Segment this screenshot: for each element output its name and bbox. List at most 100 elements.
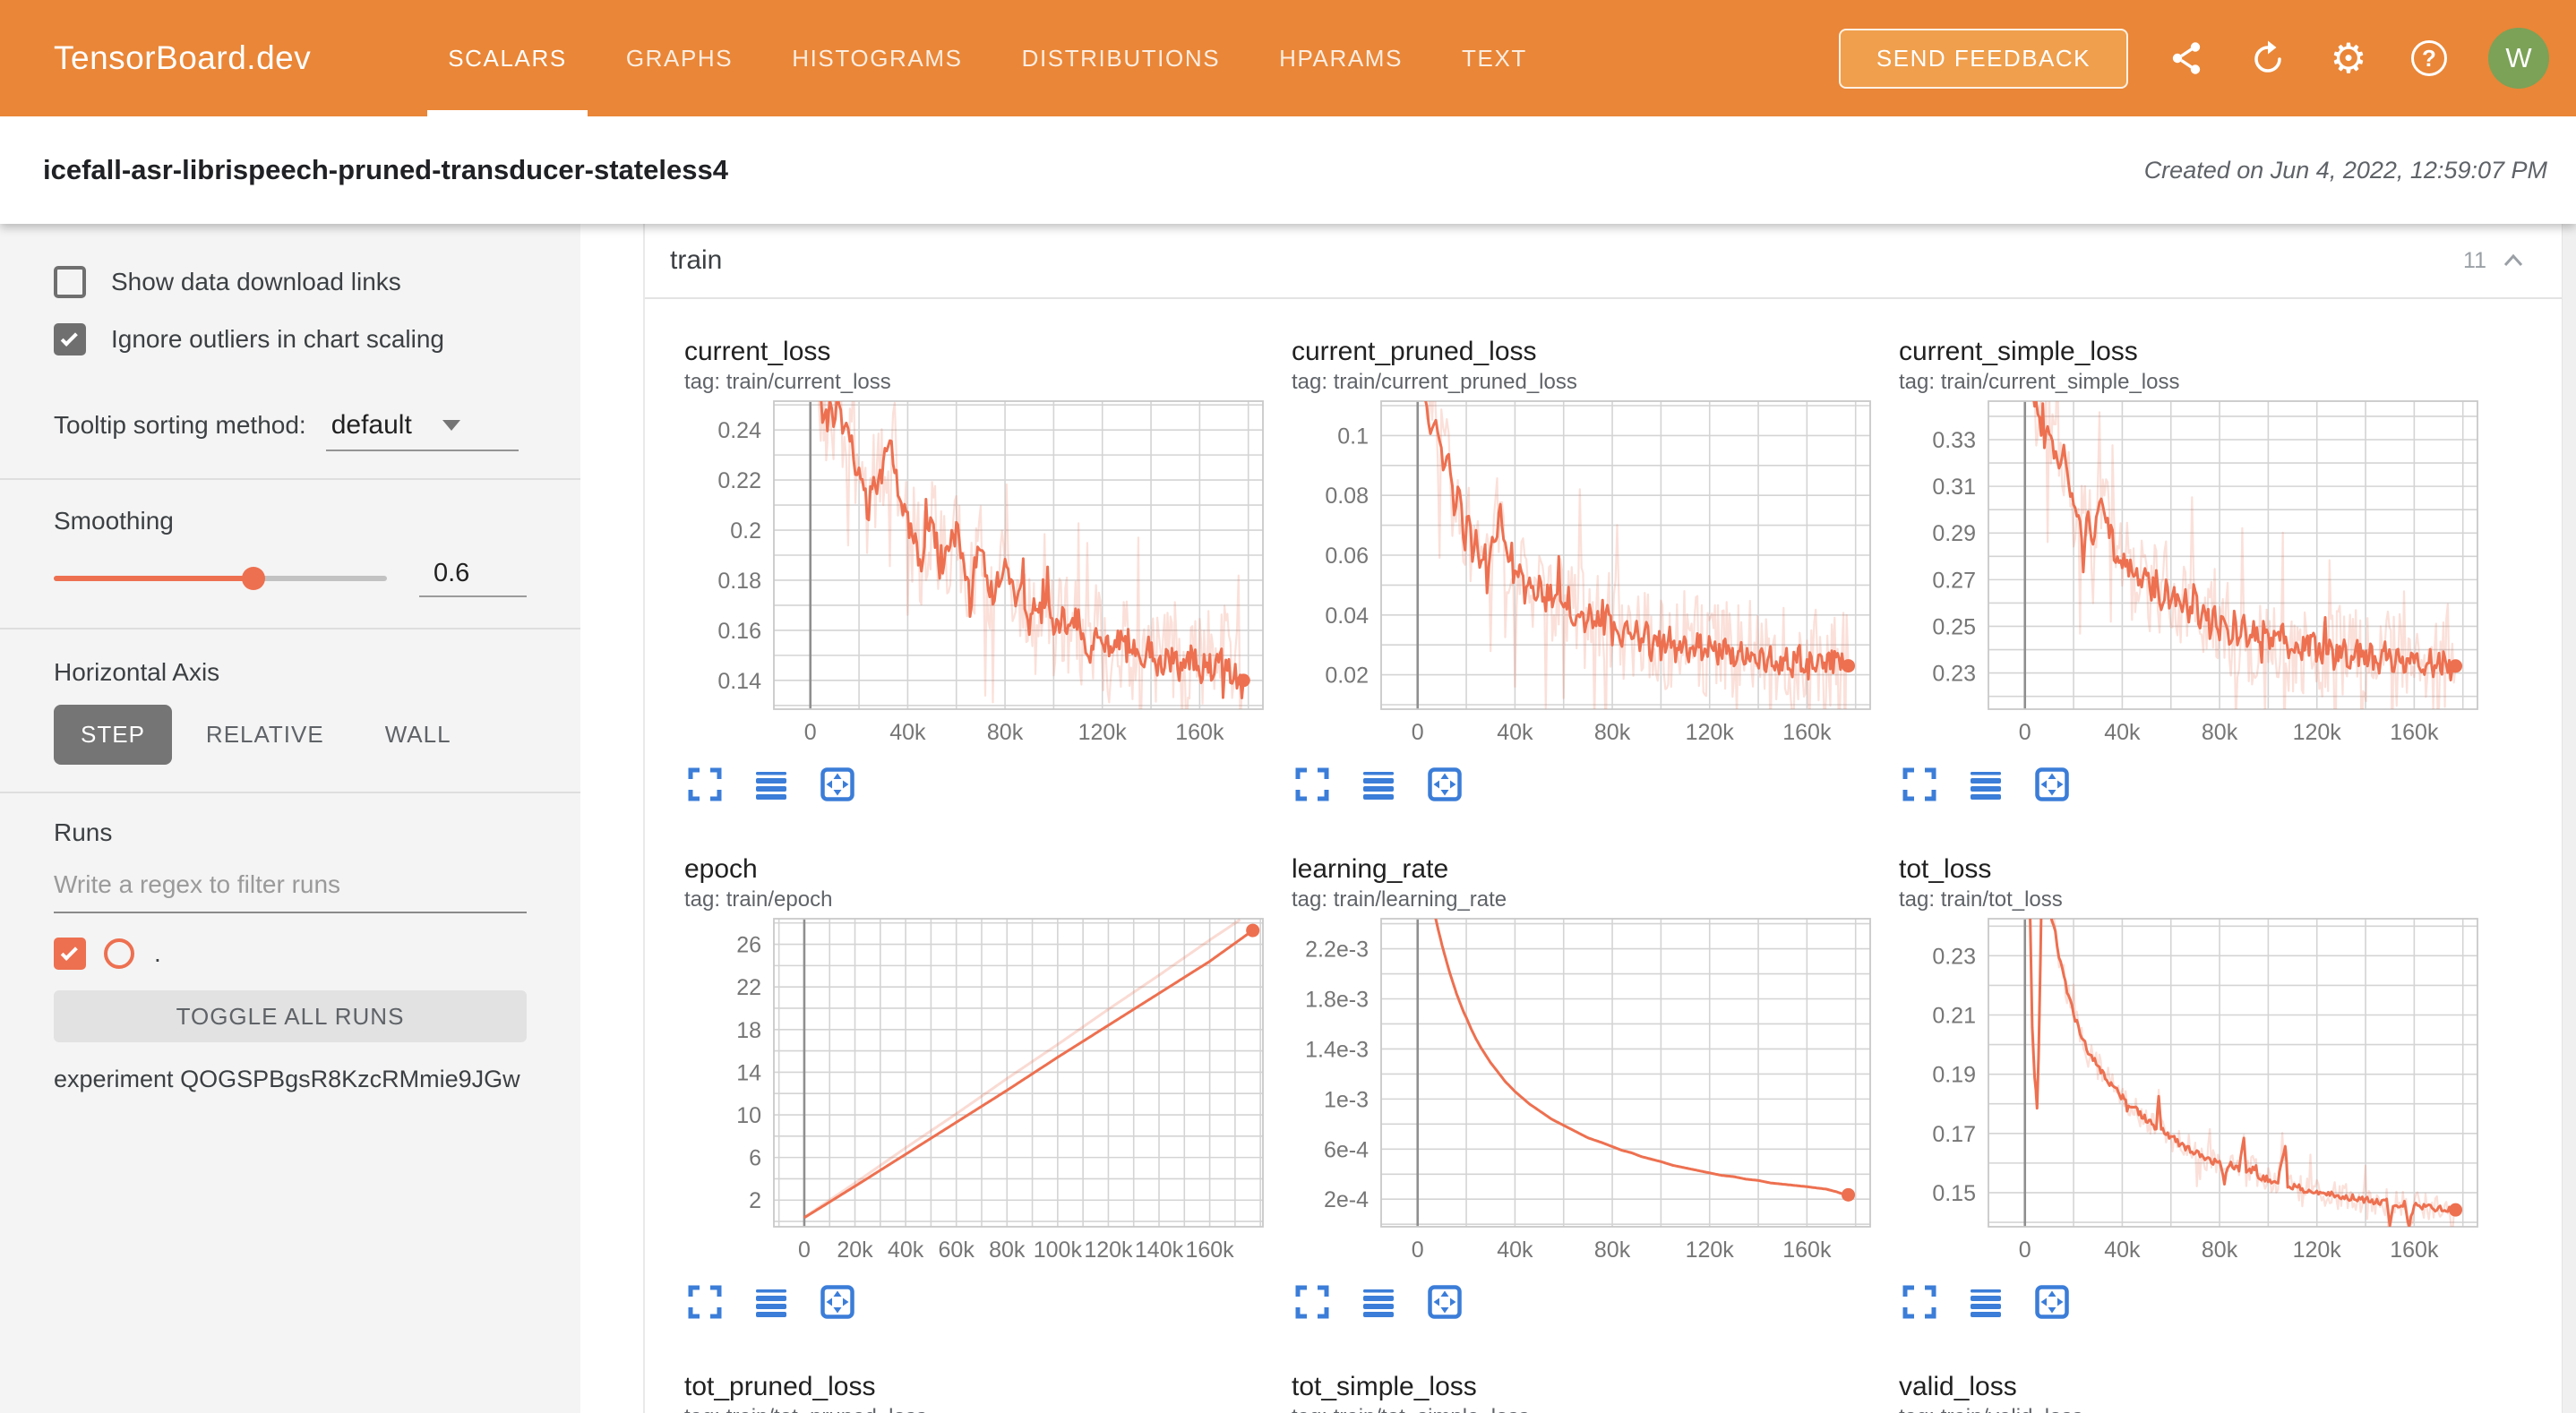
svg-text:22: 22 [736,975,761,1000]
share-icon[interactable] [2166,37,2209,80]
data-table-icon[interactable] [751,764,792,805]
chart-tag: tag: train/valid_loss [1899,1404,2483,1413]
refresh-icon[interactable] [2246,37,2289,80]
tab-histograms[interactable]: HISTOGRAMS [792,44,963,72]
settings-gear-icon[interactable]: ⚙ [2330,34,2367,82]
fit-domain-icon[interactable] [817,764,858,805]
fullscreen-icon[interactable] [1292,764,1333,805]
svg-text:20k: 20k [837,1237,873,1263]
chart-actions [1899,1280,2483,1323]
fit-domain-icon[interactable] [817,1281,858,1323]
fullscreen-icon[interactable] [1899,1281,1940,1323]
train-section-header[interactable]: train 11 [645,224,2562,297]
smoothing-value-field[interactable]: 0.6 [419,559,527,597]
axis-step-button[interactable]: STEP [54,705,172,765]
tab-hparams[interactable]: HPARAMS [1279,44,1404,72]
svg-text:0.04: 0.04 [1325,604,1369,629]
fit-domain-icon[interactable] [2031,1281,2073,1323]
chart-title: current_pruned_loss [1292,337,1537,366]
svg-text:40k: 40k [889,720,926,745]
created-timestamp: Created on Jun 4, 2022, 12:59:07 PM [2143,156,2547,184]
svg-text:40k: 40k [1497,720,1533,745]
svg-text:0.31: 0.31 [1932,475,1976,500]
train-card: train 11 current_loss tag: train/current_… [643,224,2562,1413]
axis-wall-button[interactable]: WALL [384,721,451,748]
chart-actions [1292,763,1876,806]
experiment-title: icefall-asr-librispeech-pruned-transduce… [43,154,728,185]
fit-domain-icon[interactable] [1424,1281,1465,1323]
svg-text:0: 0 [1412,720,1424,745]
svg-text:26: 26 [736,933,761,958]
fullscreen-icon[interactable] [1899,764,1940,805]
data-table-icon[interactable] [1965,764,2006,805]
data-table-icon[interactable] [751,1281,792,1323]
charts-grid: current_loss tag: train/current_loss 0 40k 8… [645,299,2562,1413]
data-table-icon[interactable] [1358,764,1399,805]
svg-text:160k: 160k [1185,1237,1234,1263]
chart-plot-area[interactable]: 0 40k 80k 120k 160k 0.14 0.16 0.18 0.2 0.22 0.24 [684,396,1268,754]
svg-text:160k: 160k [1782,720,1832,745]
scrollbar-track[interactable] [2562,224,2576,1413]
svg-text:160k: 160k [1782,1237,1832,1263]
svg-text:0.21: 0.21 [1932,1004,1976,1029]
chart-tag: tag: train/tot_simple_loss [1292,1404,1876,1413]
chart-title: epoch [684,854,758,884]
svg-text:0.24: 0.24 [717,418,761,443]
header-actions: SEND FEEDBACK ⚙ W [1838,0,2549,116]
svg-text:0.17: 0.17 [1932,1122,1976,1147]
run-checkbox[interactable] [54,938,86,970]
fullscreen-icon[interactable] [684,764,726,805]
check-icon [60,943,78,961]
tab-text[interactable]: TEXT [1462,44,1527,72]
user-avatar[interactable]: W [2488,28,2549,89]
chart-tot_pruned_loss: tot_pruned_loss tag: train/tot_pruned_los… [684,1370,1268,1413]
smoothing-slider[interactable] [54,566,387,590]
fullscreen-icon[interactable] [684,1281,726,1323]
chart-title: current_simple_loss [1899,337,2138,366]
chart-tag: tag: train/epoch [684,887,833,912]
chart-tag: tag: train/tot_loss [1899,887,2063,912]
app-logo[interactable]: TensorBoard.dev [54,39,312,76]
chart-plot-area[interactable]: 0 40k 80k 120k 160k 0.23 0.25 0.27 0.29 0.31 0.33 [1899,396,2483,754]
fullscreen-icon[interactable] [1292,1281,1333,1323]
smoothing-section: Smoothing 0.6 [0,507,580,597]
chart-tot_loss: tot_loss tag: train/tot_loss 0 40k 80k 120k 16… [1899,852,2483,1323]
chart-plot-area[interactable]: 0 40k 80k 120k 160k 0.02 0.04 0.06 0.08 0.1 [1292,396,1876,754]
divider [0,628,580,629]
horizontal-axis-label: Horizontal Axis [54,658,220,686]
tab-graphs[interactable]: GRAPHS [625,44,734,72]
train-section-title: train [670,245,723,275]
chart-plot-area[interactable]: 0 20k 40k 60k 80k 100k 120k 140k 160k26101418222… [684,913,1268,1272]
slider-thumb[interactable] [242,566,266,590]
chart-plot-area[interactable]: 0 40k 80k 120k 160k 0.15 0.17 0.19 0.21 0.23 [1899,913,2483,1272]
fit-domain-icon[interactable] [2031,764,2073,805]
chart-plot-area[interactable]: 0 40k 80k 120k 160k 2e-4 6e-4 1e-3 1.4e-3 1.8e-3 2… [1292,913,1876,1272]
svg-text:18: 18 [736,1018,761,1043]
data-table-icon[interactable] [1358,1281,1399,1323]
svg-text:0.02: 0.02 [1325,664,1369,689]
chart-tot_simple_loss: tot_simple_loss tag: train/tot_simple_los… [1292,1370,1876,1413]
fit-domain-icon[interactable] [1424,764,1465,805]
help-icon[interactable] [2408,37,2451,80]
tooltip-sorting-row: Tooltip sorting method: default [0,408,580,451]
divider [0,478,580,480]
show-data-download-links-checkbox[interactable] [54,266,86,298]
svg-text:80k: 80k [1594,1237,1631,1263]
toggle-all-runs-button[interactable]: TOGGLE ALL RUNS [54,990,527,1042]
svg-text:2: 2 [749,1188,761,1213]
svg-text:120k: 120k [2293,720,2342,745]
svg-text:0.1: 0.1 [1337,424,1369,449]
tooltip-sorting-select[interactable]: default [325,408,519,451]
send-feedback-button[interactable]: SEND FEEDBACK [1838,28,2128,89]
chart-title: tot_simple_loss [1292,1372,1477,1401]
axis-relative-button[interactable]: RELATIVE [205,721,324,748]
ignore-outliers-checkbox[interactable] [54,323,86,355]
chart-actions [1292,1280,1876,1323]
tab-scalars[interactable]: SCALARS [418,0,597,116]
chevron-up-icon[interactable] [2501,252,2526,270]
tab-distributions[interactable]: DISTRIBUTIONS [1021,44,1221,72]
chart-actions [684,1280,1268,1323]
data-table-icon[interactable] [1965,1281,2006,1323]
svg-text:0.08: 0.08 [1325,484,1369,509]
runs-filter-input[interactable] [54,865,527,913]
